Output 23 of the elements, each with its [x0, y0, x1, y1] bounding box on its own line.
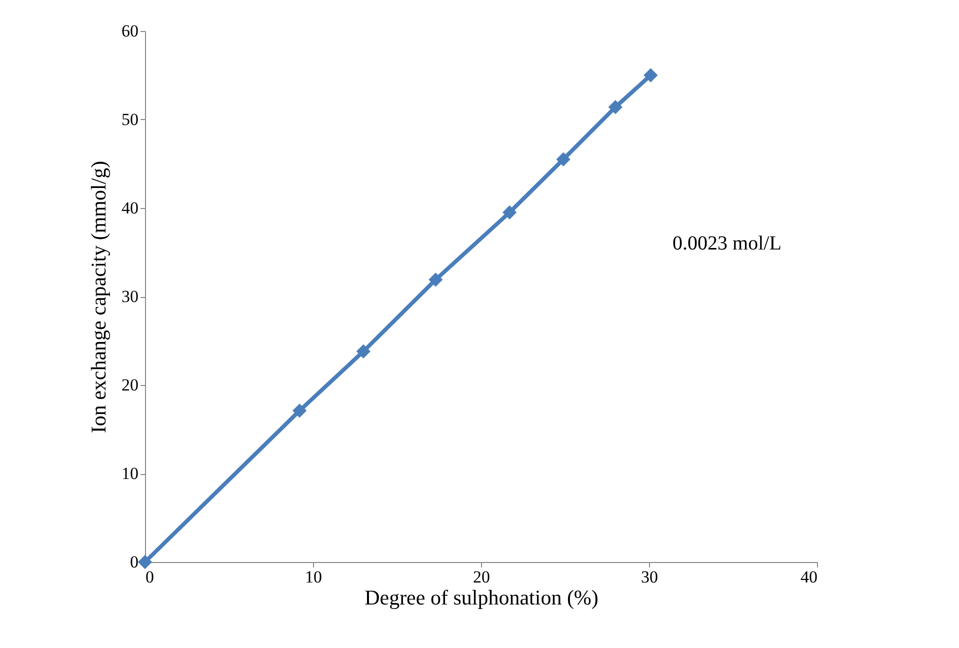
point: [138, 554, 152, 570]
x-tick-label: 30: [641, 568, 658, 586]
point: [428, 272, 443, 287]
x-tick-label: 10: [305, 568, 322, 586]
annotation: 0.0023 mol/L: [672, 232, 782, 254]
x-tick-label: 20: [473, 568, 490, 586]
y-tick-label: 10: [122, 464, 138, 483]
point: [644, 68, 658, 82]
x-axis-title: Degree of sulphonation (%): [364, 586, 598, 610]
y-tick-label: 40: [122, 198, 138, 218]
y-tick-label: 0: [130, 552, 138, 572]
point: [502, 205, 517, 220]
point: [292, 404, 307, 418]
point: [356, 344, 370, 358]
y-tick-label: 60: [122, 22, 138, 40]
x-tick-label: 40: [800, 568, 818, 586]
y-tick-label: 50: [122, 110, 138, 129]
y-tick-label: 20: [122, 376, 138, 394]
y-tick-label: 30: [122, 287, 138, 306]
point: [608, 100, 622, 114]
point: [556, 152, 570, 166]
y-axis-title: Ion exchange capacity (mmol/g): [86, 160, 110, 434]
x-tick-label: 0: [146, 568, 154, 586]
